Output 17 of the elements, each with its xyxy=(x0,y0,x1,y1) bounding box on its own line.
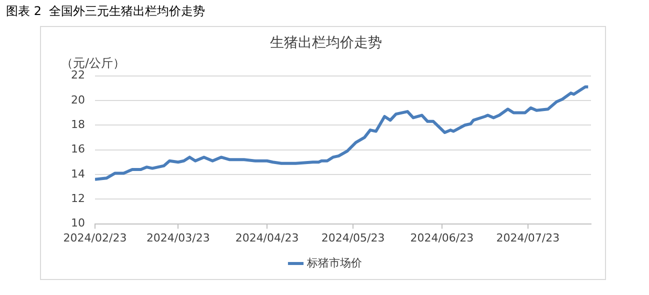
x-tick-label: 2024/03/23 xyxy=(146,231,210,244)
y-tick-label: 20 xyxy=(70,93,85,106)
y-tick-label: 12 xyxy=(70,192,85,205)
x-tick-label: 2024/02/23 xyxy=(63,231,127,244)
legend-label: 标猪市场价 xyxy=(306,256,362,270)
text: 图表 2 全国外三元生猪出栏均价走势 xyxy=(6,3,206,20)
x-tick-label: 2024/07/23 xyxy=(496,231,560,244)
y-axis-title: （元/公斤） xyxy=(61,56,126,70)
y-tick-label: 22 xyxy=(70,68,85,82)
x-tick-label: 2024/04/23 xyxy=(235,231,299,244)
x-tick-label: 2024/06/23 xyxy=(410,231,474,244)
chart-title: 生猪出栏均价走势 xyxy=(270,35,382,52)
y-tick-label: 14 xyxy=(70,167,85,180)
y-tick-label: 10 xyxy=(70,216,85,230)
x-tick-label: 2024/05/23 xyxy=(321,231,385,244)
y-tick-label: 16 xyxy=(70,142,85,156)
y-tick-label: 18 xyxy=(70,118,85,131)
